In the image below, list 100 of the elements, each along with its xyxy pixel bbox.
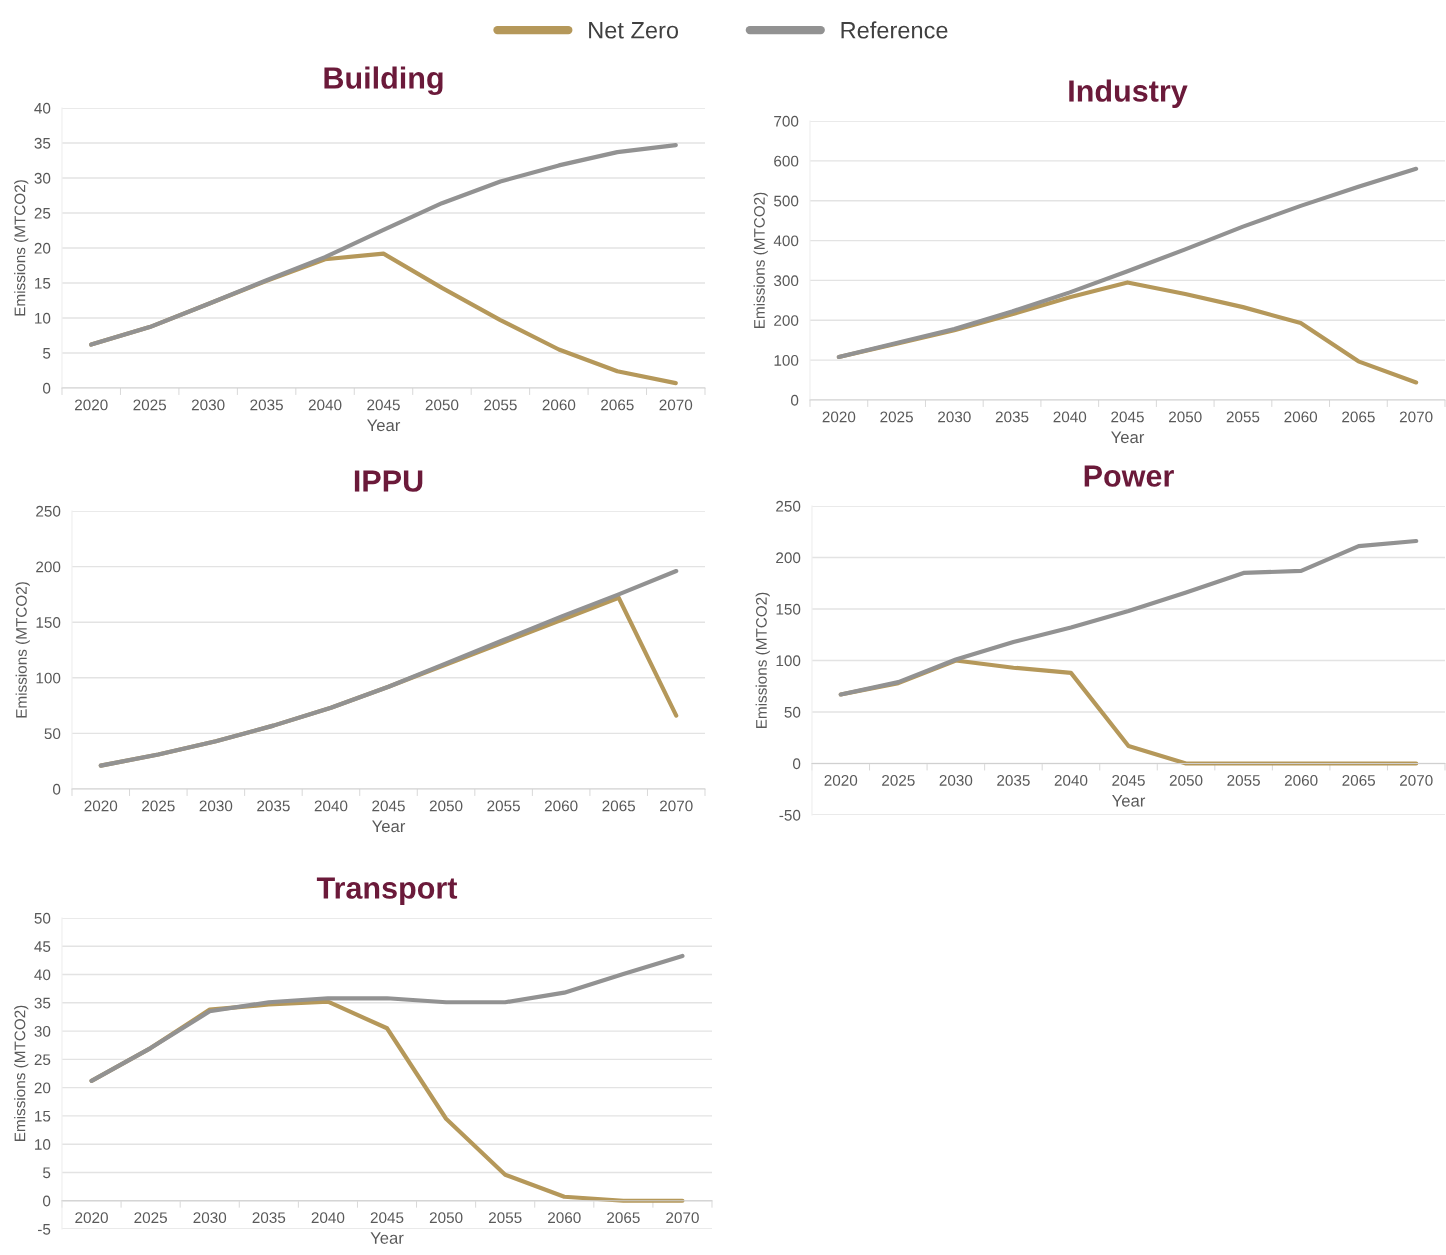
x-tick-label: 2050 <box>429 800 463 812</box>
y-tick-label: 35 <box>34 997 51 1009</box>
y-tick-label: 100 <box>776 655 801 667</box>
y-tick-label: 50 <box>34 912 51 924</box>
y-tick-label: 250 <box>36 505 61 517</box>
y-tick-label: 20 <box>34 242 51 254</box>
y-tick-label: 0 <box>790 394 799 406</box>
y-tick-label: 0 <box>42 1195 51 1207</box>
y-axis-title: Emissions (MTCO2) <box>753 192 768 328</box>
x-tick-label: 2035 <box>257 800 290 812</box>
y-axis-title: Emissions (MTCO2) <box>14 180 29 316</box>
x-tick-label: 2065 <box>1342 775 1376 786</box>
x-tick-label: 2050 <box>1169 411 1202 423</box>
y-tick-label: 300 <box>773 275 799 287</box>
x-tick-label: 2035 <box>250 399 283 411</box>
y-tick-label: -50 <box>779 809 801 821</box>
y-tick-label: 100 <box>774 355 799 366</box>
y-tick-label: 25 <box>34 1054 51 1066</box>
x-tick-label: 2045 <box>1112 775 1145 786</box>
x-tick-label: 2025 <box>142 800 175 812</box>
x-tick-label: 2040 <box>314 800 348 812</box>
x-tick-label: 2055 <box>484 399 517 411</box>
x-tick-label: 2045 <box>367 399 400 411</box>
x-tick-label: 2055 <box>487 800 520 812</box>
chart-title: Building <box>324 66 443 96</box>
y-axis-title: Emissions (MTCO2) <box>755 592 770 728</box>
x-tick-label: 2025 <box>134 1212 167 1224</box>
x-tick-label: 2035 <box>997 775 1030 786</box>
y-tick-label: 10 <box>35 312 51 324</box>
x-axis-title: Year <box>1111 431 1145 444</box>
x-tick-label: 2050 <box>425 399 459 411</box>
y-tick-label: 30 <box>34 1025 51 1037</box>
y-tick-label: 100 <box>36 672 61 684</box>
x-tick-label: 2030 <box>191 399 225 411</box>
line-series <box>89 953 685 1083</box>
y-tick-label: 150 <box>36 617 61 628</box>
y-tick-label: 150 <box>776 603 801 615</box>
x-tick-label: 2040 <box>1054 775 1088 786</box>
y-tick-label: 10 <box>35 1139 51 1150</box>
y-tick-label: 20 <box>34 1082 51 1094</box>
x-tick-label: 2020 <box>75 1212 108 1224</box>
x-tick-label: 2055 <box>1226 411 1260 423</box>
x-tick-label: 2030 <box>199 800 233 812</box>
y-tick-label: -5 <box>37 1224 51 1235</box>
y-tick-label: 25 <box>34 207 51 219</box>
x-tick-label: 2025 <box>882 775 915 786</box>
y-tick-label: 250 <box>776 500 801 512</box>
x-tick-label: 2020 <box>822 411 856 423</box>
x-tick-label: 2060 <box>548 1212 581 1224</box>
x-tick-label: 2025 <box>133 399 167 411</box>
y-tick-label: 700 <box>774 115 799 127</box>
x-tick-label: 2045 <box>370 1212 404 1224</box>
chart-title: Transport <box>316 877 458 905</box>
x-tick-label: 2070 <box>1400 775 1433 786</box>
x-tick-label: 2035 <box>995 411 1029 423</box>
legend-label: Reference <box>841 21 948 39</box>
x-axis-title: Year <box>372 820 406 833</box>
x-tick-label: 2065 <box>602 800 636 812</box>
x-tick-label: 2020 <box>84 800 118 812</box>
x-tick-label: 2020 <box>824 775 858 786</box>
y-tick-label: 5 <box>43 348 51 359</box>
y-tick-label: 5 <box>43 1167 51 1179</box>
x-tick-label: 2070 <box>659 399 693 411</box>
y-tick-label: 0 <box>792 758 801 770</box>
x-tick-label: 2045 <box>1111 411 1144 423</box>
y-tick-label: 15 <box>35 278 51 289</box>
x-tick-label: 2050 <box>429 1212 463 1224</box>
y-tick-label: 500 <box>774 195 799 207</box>
y-tick-label: 200 <box>36 561 61 573</box>
x-tick-label: 2050 <box>1169 775 1203 786</box>
line-series <box>838 538 1419 697</box>
y-tick-label: 50 <box>44 728 61 740</box>
y-tick-label: 35 <box>34 137 51 149</box>
x-tick-label: 2070 <box>666 1212 699 1224</box>
y-tick-label: 30 <box>34 172 51 184</box>
x-tick-label: 2060 <box>544 800 578 812</box>
y-axis-title: Emissions (MTCO2) <box>15 582 30 718</box>
chart-title: Power <box>1084 465 1174 487</box>
y-tick-label: 600 <box>774 155 799 167</box>
x-tick-label: 2060 <box>1284 775 1318 786</box>
x-tick-label: 2055 <box>488 1212 522 1224</box>
x-tick-label: 2060 <box>1284 411 1318 423</box>
y-tick-label: 200 <box>776 552 801 564</box>
x-tick-label: 2030 <box>939 775 973 786</box>
x-axis-title: Year <box>370 1232 404 1244</box>
x-tick-label: 2065 <box>601 399 634 411</box>
chart-title: IPPU <box>354 470 423 492</box>
x-tick-label: 2040 <box>308 399 342 411</box>
x-tick-label: 2065 <box>1342 411 1375 423</box>
x-tick-label: 2035 <box>252 1212 286 1224</box>
x-tick-label: 2030 <box>193 1212 227 1224</box>
x-tick-label: 2070 <box>660 800 693 812</box>
x-tick-label: 2060 <box>542 399 576 411</box>
x-tick-label: 2025 <box>880 411 913 423</box>
y-tick-label: 40 <box>34 102 51 114</box>
x-tick-label: 2045 <box>372 800 405 812</box>
y-tick-label: 40 <box>34 969 51 981</box>
y-tick-label: 0 <box>52 783 61 795</box>
x-axis-title: Year <box>367 419 401 432</box>
x-tick-label: 2065 <box>607 1212 640 1224</box>
